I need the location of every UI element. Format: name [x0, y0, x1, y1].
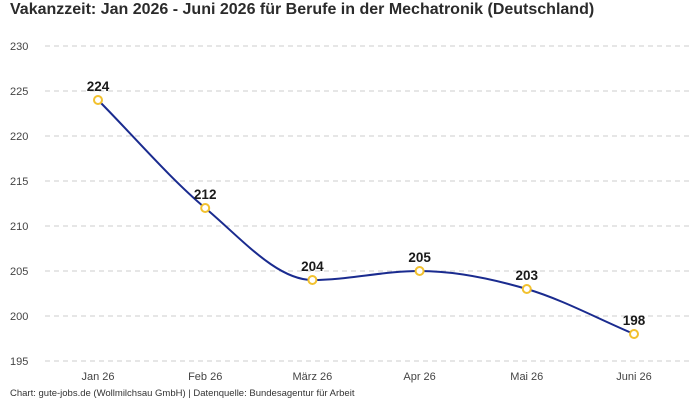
- y-tick-label: 210: [10, 221, 28, 233]
- gridlines: [45, 45, 692, 362]
- x-tick-label: März 26: [293, 371, 333, 383]
- y-tick-label: 225: [10, 86, 28, 98]
- data-label: 198: [623, 313, 646, 328]
- data-point: [629, 329, 639, 339]
- x-axis-ticks: Jan 26 Feb 26 März 26 Apr 26 Mai 26 Juni 26: [81, 371, 651, 383]
- data-points: [93, 95, 639, 339]
- chart-source-footer: Chart: gute-jobs.de (Wollmilchsau GmbH) …: [10, 388, 355, 399]
- x-tick-label: Mai 26: [510, 371, 543, 383]
- chart-title: Vakanzzeit: Jan 2026 - Juni 2026 für Ber…: [10, 1, 595, 18]
- data-label: 204: [301, 259, 324, 274]
- x-tick-label: Apr 26: [403, 371, 435, 383]
- data-label: 203: [516, 268, 539, 283]
- y-tick-label: 220: [10, 131, 28, 143]
- x-tick-label: Feb 26: [188, 371, 222, 383]
- y-tick-label: 215: [10, 176, 28, 188]
- y-tick-label: 205: [10, 266, 28, 278]
- data-point: [414, 266, 425, 276]
- data-label: 224: [87, 79, 110, 94]
- series-line: [97, 99, 635, 335]
- x-tick-label: Jan 26: [81, 371, 114, 383]
- data-labels: 224 212 204 205 203 198: [87, 79, 646, 328]
- data-point: [521, 284, 532, 294]
- y-tick-label: 230: [10, 41, 28, 53]
- data-point: [200, 203, 211, 213]
- x-tick-label: Juni 26: [616, 371, 651, 383]
- data-label: 212: [194, 187, 217, 202]
- data-point: [307, 275, 318, 285]
- y-axis-ticks: 195 200 205 210 215 220 225 230: [10, 41, 28, 368]
- data-label: 205: [408, 250, 431, 265]
- data-point: [93, 95, 103, 105]
- y-tick-label: 195: [10, 356, 28, 368]
- y-tick-label: 200: [10, 311, 28, 323]
